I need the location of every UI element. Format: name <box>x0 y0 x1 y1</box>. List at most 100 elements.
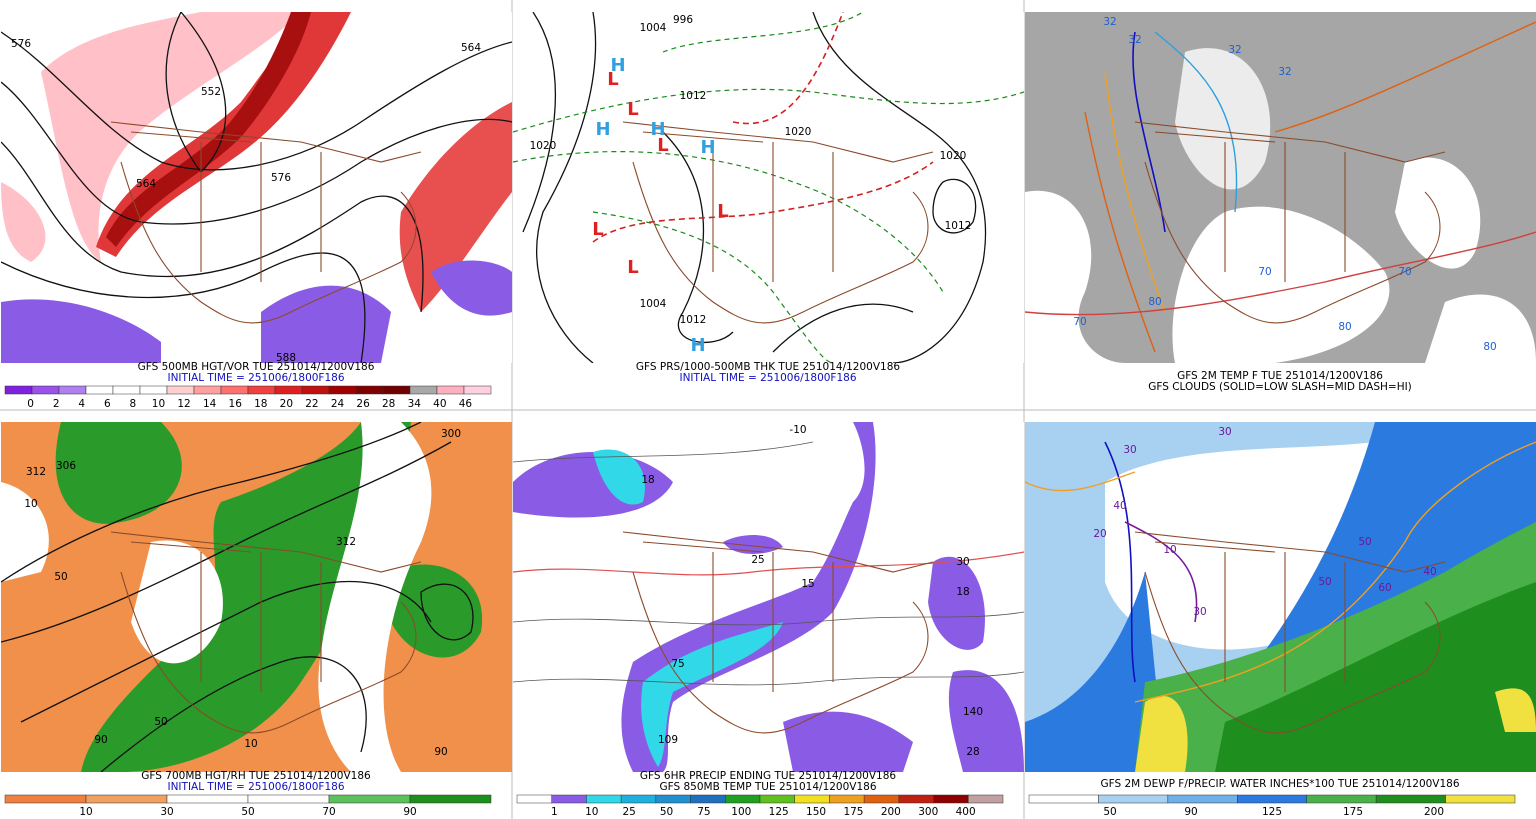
colorbar-swatch <box>863 794 900 804</box>
colorbar-swatch <box>166 794 249 804</box>
colorbar-swatch <box>193 385 222 395</box>
map-label: H <box>650 119 665 140</box>
map-dewpoint <box>1025 422 1536 772</box>
map-label: 564 <box>461 42 481 54</box>
colorbar-label: 8 <box>130 398 137 410</box>
map-label: 1004 <box>640 22 667 34</box>
colorbar-label: 24 <box>331 398 345 410</box>
colorbar-swatch <box>620 794 657 804</box>
colorbar-label: 14 <box>203 398 217 410</box>
colorbar-swatch <box>551 794 587 804</box>
colorbar-swatch <box>1028 794 1099 804</box>
map-label: 312 <box>336 536 356 548</box>
colorbar-label: 100 <box>731 806 751 818</box>
map-label: 576 <box>11 38 31 50</box>
colorbar-label: 75 <box>697 806 710 818</box>
colorbar-swatch <box>58 385 87 395</box>
colorbar-label: 4 <box>78 398 85 410</box>
colorbar-label: 6 <box>104 398 111 410</box>
colorbar-swatch <box>139 385 168 395</box>
colorbar-label: 0 <box>27 398 34 410</box>
colorbar-label: 40 <box>433 398 446 410</box>
map-label: 28 <box>966 746 979 758</box>
map-label: 1012 <box>680 90 707 102</box>
caption: GFS 6HR PRECIP ENDING TUE 251014/1200V18… <box>640 770 897 782</box>
map-label: L <box>607 69 618 90</box>
map-label: 30 <box>1123 444 1136 456</box>
colorbar-label: 18 <box>254 398 267 410</box>
colorbar-swatch <box>166 385 195 395</box>
colorbar-swatch <box>328 794 411 804</box>
map-label: 10 <box>24 498 37 510</box>
map-pressure <box>513 12 1024 363</box>
map-label: 15 <box>801 578 814 590</box>
map-label: 564 <box>136 178 156 190</box>
map-label: 25 <box>751 554 764 566</box>
colorbar-label: 10 <box>152 398 165 410</box>
colorbar-label: 70 <box>322 806 335 818</box>
colorbar-swatch <box>586 794 622 804</box>
colorbar-swatch <box>1445 794 1516 804</box>
map-label: 996 <box>673 14 693 26</box>
map-temperature-clouds <box>1025 12 1536 363</box>
map-label: L <box>627 257 638 278</box>
colorbar-swatch <box>690 794 726 804</box>
colorbar-swatch <box>85 794 168 804</box>
caption: GFS 700MB HGT/RH TUE 251014/1200V186 <box>141 770 371 782</box>
colorbar-swatch <box>328 385 357 395</box>
colorbar-swatch <box>759 794 795 804</box>
map-label: 1004 <box>640 298 667 310</box>
map-label: 60 <box>1378 582 1391 594</box>
map-label: 1012 <box>945 220 972 232</box>
caption: INITIAL TIME = 251006/1800F186 <box>167 372 344 384</box>
colorbar-swatch <box>933 794 969 804</box>
colorbar-swatch <box>409 385 438 395</box>
map-label: 18 <box>956 586 969 598</box>
map-label: L <box>717 201 728 222</box>
colorbar-swatch <box>1375 794 1446 804</box>
map-label: 576 <box>271 172 291 184</box>
colorbar-swatch <box>31 385 60 395</box>
colorbar-swatch <box>463 385 492 395</box>
colorbar-label: 200 <box>1424 806 1444 818</box>
map-label: H <box>700 137 715 158</box>
colorbar-label: 16 <box>229 398 243 410</box>
map-label: 70 <box>1073 316 1086 328</box>
colorbar-label: 200 <box>881 806 901 818</box>
colorbar-label: 2 <box>53 398 60 410</box>
colorbar-label: 26 <box>356 398 370 410</box>
colorbar-label: 46 <box>459 398 473 410</box>
caption: GFS 500MB HGT/VOR TUE 251014/1200V186 <box>138 361 375 373</box>
map-label: 1020 <box>530 140 557 152</box>
map-label: 20 <box>1093 528 1106 540</box>
colorbar-swatch <box>112 385 141 395</box>
caption: GFS 2M DEWP F/PRECIP. WATER INCHES*100 T… <box>1100 778 1459 790</box>
colorbar-label: 28 <box>382 398 395 410</box>
colorbar-swatch <box>355 385 384 395</box>
map-label: 588 <box>276 352 296 364</box>
colorbar-swatch <box>968 794 1004 804</box>
colorbar-swatch <box>436 385 465 395</box>
colorbar-label: 400 <box>956 806 976 818</box>
map-label: 312 <box>26 466 46 478</box>
colorbar-label: 150 <box>806 806 826 818</box>
map-label: L <box>592 219 603 240</box>
caption: GFS PRS/1000-500MB THK TUE 251014/1200V1… <box>636 361 900 373</box>
colorbar-label: 125 <box>769 806 789 818</box>
colorbar-swatch <box>247 794 330 804</box>
caption: INITIAL TIME = 251006/1800F186 <box>679 372 856 384</box>
colorbar-label: 300 <box>918 806 938 818</box>
colorbar-label: 50 <box>241 806 254 818</box>
map-label: 300 <box>441 428 461 440</box>
map-label: 80 <box>1338 321 1351 333</box>
colorbar-swatch <box>4 794 87 804</box>
colorbar-swatch <box>1306 794 1377 804</box>
colorbar-label: 22 <box>305 398 318 410</box>
map-label: 50 <box>54 571 67 583</box>
map-label: 30 <box>1218 426 1231 438</box>
colorbar-swatch <box>1098 794 1169 804</box>
map-label: 80 <box>1483 341 1496 353</box>
map-label: 1020 <box>940 150 967 162</box>
map-700mb <box>1 422 512 772</box>
colorbar-label: 12 <box>177 398 190 410</box>
